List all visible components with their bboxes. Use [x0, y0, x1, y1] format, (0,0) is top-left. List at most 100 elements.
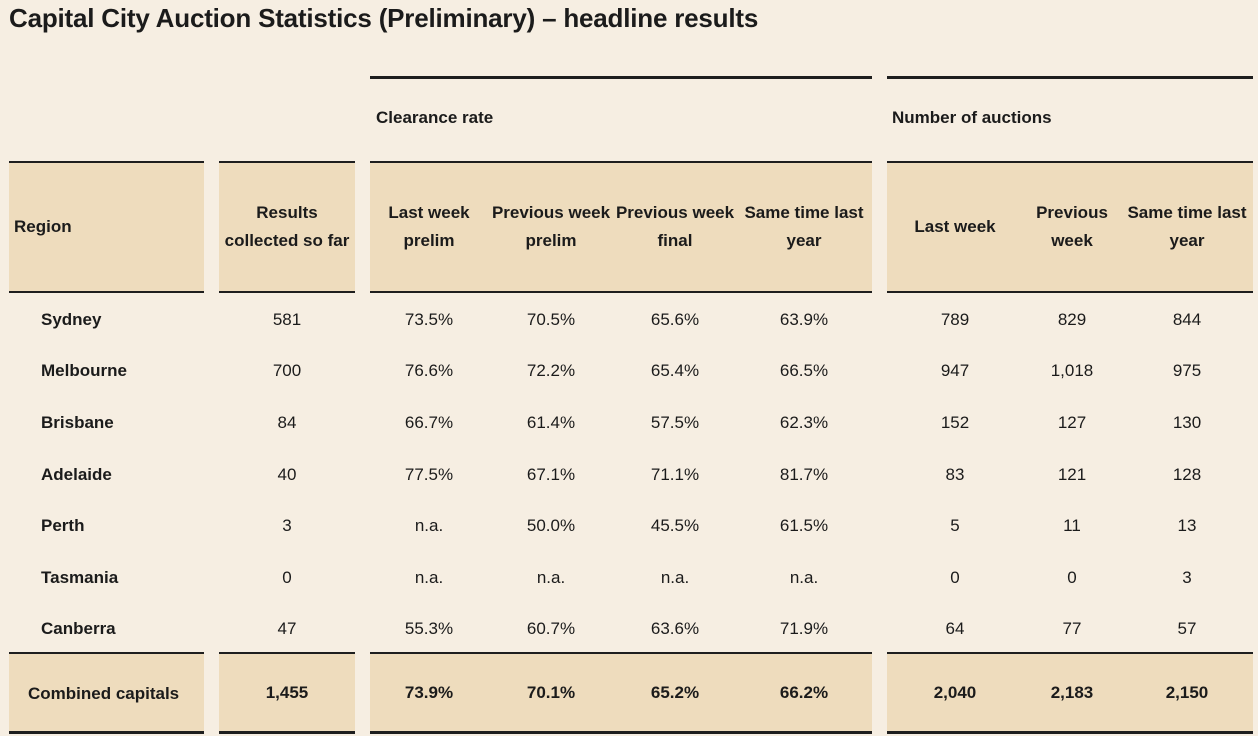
cell-na-last-year: 130 [1172, 412, 1202, 432]
cell-na-last: 152 [940, 412, 970, 432]
cell-cr-last-year: 63.9% [779, 309, 829, 329]
total-region: Combined capitals [28, 683, 180, 703]
cell-na-prev: 121 [1057, 464, 1087, 484]
total-na-prev: 2,183 [1050, 683, 1094, 702]
table-bottom-rule [9, 731, 204, 734]
column-header-cr-prev-week-final: Previous week final [615, 203, 735, 250]
total-cr-last-year: 66.2% [779, 683, 829, 702]
cell-region: Perth [41, 516, 85, 536]
total-cr-prev-prelim: 70.1% [526, 683, 576, 702]
cell-cr-last-year: 71.9% [779, 619, 829, 639]
cell-region: Canberra [41, 619, 116, 639]
column-header-na-last-week: Last week [914, 217, 996, 236]
cell-na-prev: 77 [1062, 619, 1082, 639]
total-na-last-year: 2,150 [1165, 683, 1209, 702]
cell-results: 40 [277, 464, 297, 484]
cell-region: Melbourne [41, 361, 127, 381]
cell-results: 3 [282, 516, 292, 536]
clearance-rate-group [370, 76, 872, 162]
table-bottom-rule [887, 731, 1253, 734]
total-top-rule [370, 652, 872, 654]
column-header-na-prev-week: Previous week [1036, 203, 1108, 250]
cell-cr-prev-final: 65.6% [650, 309, 700, 329]
cell-results: 47 [277, 619, 297, 639]
cell-na-last-year: 57 [1177, 619, 1197, 639]
cell-cr-prev-prelim: 61.4% [526, 412, 576, 432]
cell-na-last-year: 128 [1172, 464, 1202, 484]
cell-cr-last: n.a. [414, 516, 444, 536]
header-bottom-rule [370, 291, 872, 293]
total-cr-prev-final: 65.2% [650, 683, 700, 702]
column-gap [355, 651, 370, 736]
cell-cr-prev-prelim: 60.7% [526, 619, 576, 639]
header-top-rule [219, 161, 355, 163]
cell-na-last-year: 13 [1177, 516, 1197, 536]
cell-na-prev: 0 [1067, 567, 1077, 587]
cell-na-last: 789 [940, 309, 970, 329]
cell-na-last: 947 [940, 361, 970, 381]
cell-cr-prev-final: 57.5% [650, 412, 700, 432]
cell-cr-last-year: 66.5% [779, 361, 829, 381]
cell-cr-prev-final: 63.6% [650, 619, 700, 639]
cell-cr-last: 66.7% [404, 412, 454, 432]
column-header-cr-prev-week-prelim: Previous week prelim [491, 203, 611, 250]
header-top-rule [9, 161, 204, 163]
cell-cr-last-year: n.a. [789, 567, 819, 587]
total-results: 1,455 [265, 683, 309, 702]
cell-region: Tasmania [41, 567, 119, 587]
cell-na-last: 5 [950, 516, 960, 536]
header-top-rule [370, 161, 872, 163]
cell-na-last: 83 [945, 464, 965, 484]
cell-na-last-year: 3 [1182, 567, 1192, 587]
cell-na-last-year: 975 [1172, 361, 1202, 381]
column-gap [204, 651, 219, 736]
cell-cr-prev-prelim: n.a. [536, 567, 566, 587]
column-header-cr-same-time-last-year: Same time last year [744, 203, 864, 250]
page-title: Capital City Auction Statistics (Prelimi… [9, 3, 759, 33]
cell-na-prev: 829 [1057, 309, 1087, 329]
cell-cr-prev-prelim: 72.2% [526, 361, 576, 381]
cell-cr-last: 73.5% [404, 309, 454, 329]
column-gap [872, 160, 887, 294]
column-header-cr-last-week-prelim: Last week prelim [388, 203, 470, 250]
table-bottom-rule [219, 731, 355, 734]
header-bottom-rule [219, 291, 355, 293]
cell-cr-prev-prelim: 70.5% [526, 309, 576, 329]
cell-cr-prev-prelim: 67.1% [526, 464, 576, 484]
cell-cr-last-year: 62.3% [779, 412, 829, 432]
column-header-na-same-time-last-year: Same time last year [1127, 203, 1247, 250]
total-na-last: 2,040 [933, 683, 977, 702]
cell-region: Brisbane [41, 412, 114, 432]
cell-results: 0 [282, 567, 292, 587]
cell-region: Sydney [41, 309, 102, 329]
cell-na-prev: 11 [1063, 516, 1081, 536]
cell-na-prev: 127 [1057, 412, 1087, 432]
cell-results: 700 [272, 361, 302, 381]
header-bottom-rule [887, 291, 1253, 293]
cell-na-last: 0 [950, 567, 960, 587]
cell-na-last: 64 [945, 619, 965, 639]
column-gap [204, 160, 219, 294]
total-top-rule [219, 652, 355, 654]
clearance-rate-group-label: Clearance rate [376, 108, 494, 127]
cell-cr-prev-prelim: 50.0% [526, 516, 576, 536]
cell-cr-last: 77.5% [404, 464, 454, 484]
cell-cr-prev-final: 65.4% [650, 361, 700, 381]
cell-cr-last: 76.6% [404, 361, 454, 381]
header-bottom-rule [9, 291, 204, 293]
cell-region: Adelaide [41, 464, 112, 484]
cell-cr-last-year: 61.5% [779, 516, 829, 536]
cell-na-last-year: 844 [1172, 309, 1202, 329]
cell-cr-last: 55.3% [404, 619, 454, 639]
cell-cr-prev-final: n.a. [660, 567, 690, 587]
cell-results: 84 [277, 412, 297, 432]
cell-cr-prev-final: 71.1% [650, 464, 700, 484]
number-of-auctions-group-label: Number of auctions [892, 108, 1052, 127]
total-top-rule [887, 652, 1253, 654]
header-top-rule [887, 161, 1253, 163]
cell-na-prev: 1,018 [1050, 361, 1094, 381]
column-gap [872, 651, 887, 736]
column-gap [355, 160, 370, 294]
cell-cr-last: n.a. [414, 567, 444, 587]
table-bottom-rule [370, 731, 872, 734]
